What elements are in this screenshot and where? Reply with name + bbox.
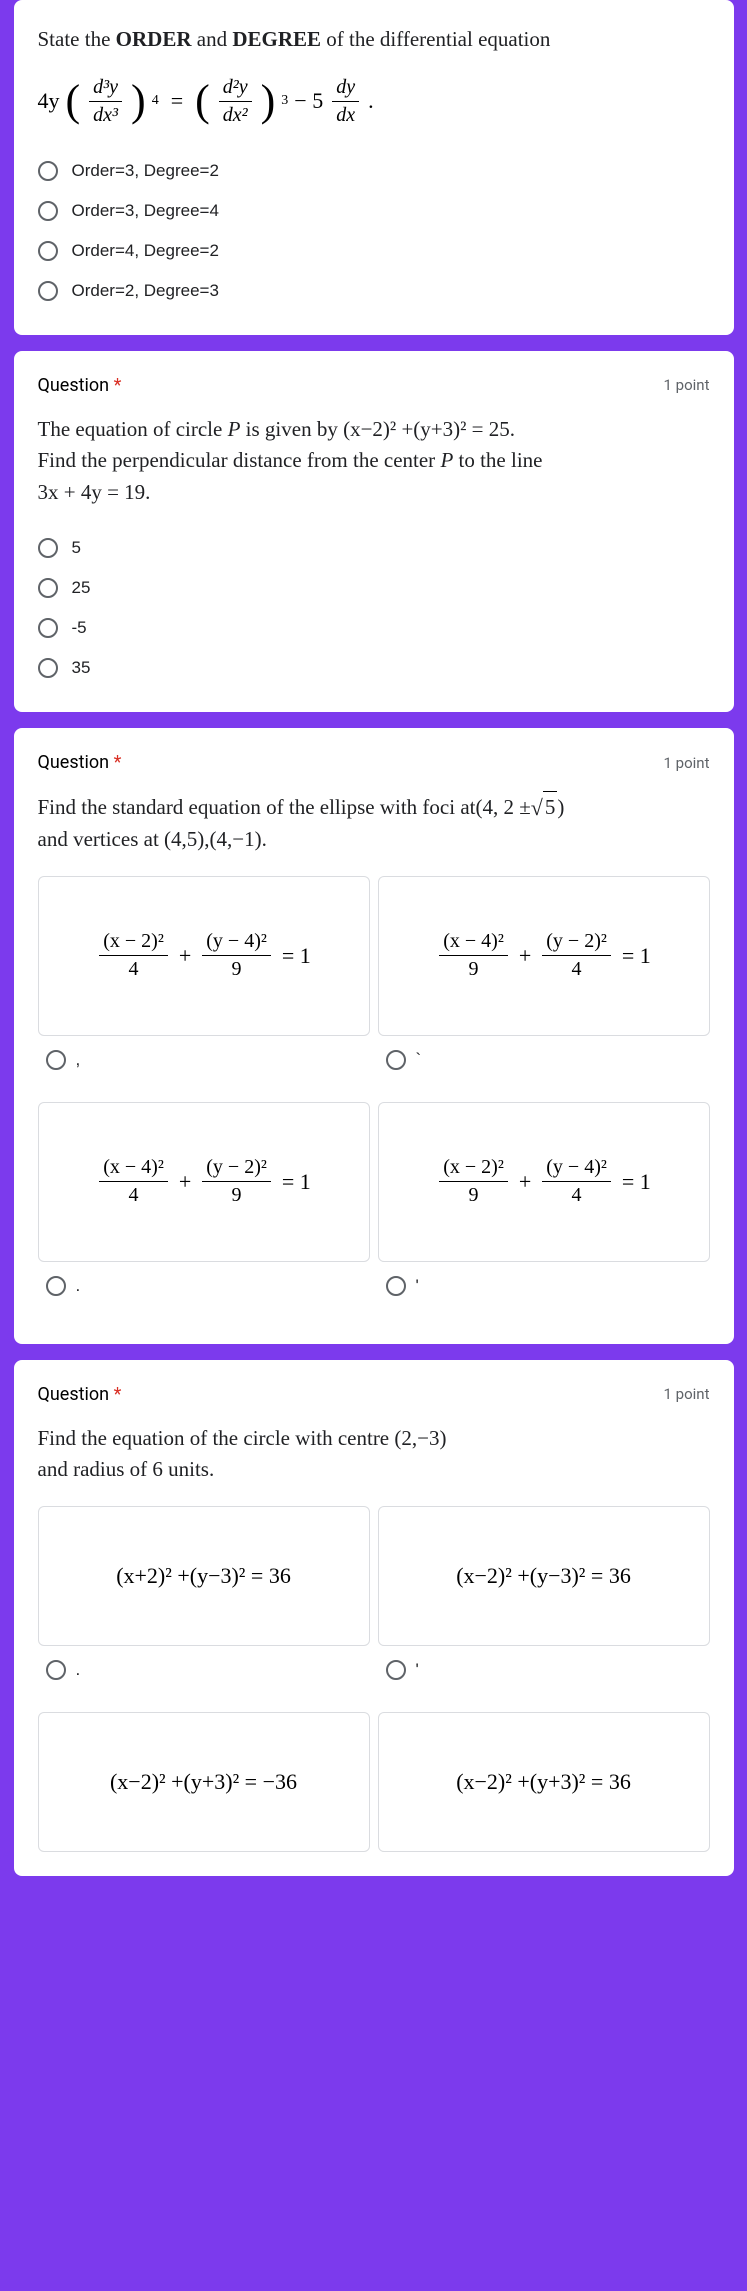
points-label: 1 point — [664, 1385, 710, 1403]
question-card-3: Question * 1 point Find the standard equ… — [14, 728, 734, 1344]
q4-option-image-a: (x+2)² +(y−3)² = 36 — [38, 1506, 370, 1646]
q3-option-a[interactable]: , — [38, 1036, 370, 1094]
q2-option-0[interactable]: 5 — [38, 528, 710, 568]
radio-icon — [38, 578, 58, 598]
q3-option-d[interactable]: ' — [378, 1262, 710, 1320]
radio-icon — [38, 281, 58, 301]
q3-opt-label-b: ` — [416, 1050, 422, 1070]
q2-option-3[interactable]: 35 — [38, 648, 710, 688]
q1-opt-text-0: Order=3, Degree=2 — [72, 161, 219, 181]
q4-header: Question * 1 point — [38, 1384, 710, 1405]
radio-icon — [38, 241, 58, 261]
question-card-4: Question * 1 point Find the equation of … — [14, 1360, 734, 1876]
q1-opt-text-1: Order=3, Degree=4 — [72, 201, 219, 221]
radio-icon — [38, 618, 58, 638]
q3-body: Find the standard equation of the ellips… — [38, 791, 710, 856]
radio-icon — [38, 161, 58, 181]
question-label: Question * — [38, 1384, 122, 1405]
q4-option-image-d: (x−2)² +(y+3)² = 36 — [378, 1712, 710, 1852]
q4-option-a[interactable]: . — [38, 1646, 370, 1704]
q1-minus: − 5 — [294, 88, 323, 114]
q1-option-3[interactable]: Order=2, Degree=3 — [38, 271, 710, 311]
q3-option-image-c: (x − 4)²4 + (y − 2)²9 = 1 — [38, 1102, 370, 1262]
sqrt-icon: 5 — [531, 791, 558, 824]
q1-text: State the ORDER and DEGREE of the differ… — [38, 27, 551, 51]
q4-body: Find the equation of the circle with cen… — [38, 1423, 710, 1486]
radio-icon — [386, 1050, 406, 1070]
radio-icon — [386, 1660, 406, 1680]
q2-opt-text-1: 25 — [72, 578, 91, 598]
q1-period: . — [368, 88, 374, 114]
q3-opt-label-d: ' — [416, 1276, 419, 1296]
q3-option-image-d: (x − 2)²9 + (y − 4)²4 = 1 — [378, 1102, 710, 1262]
rparen2: ) — [261, 79, 276, 123]
radio-icon — [38, 538, 58, 558]
q3-opt-label-c: . — [76, 1276, 81, 1296]
q2-opt-text-0: 5 — [72, 538, 81, 558]
q4-opt-label-b: ' — [416, 1660, 419, 1680]
radio-icon — [46, 1050, 66, 1070]
points-label: 1 point — [664, 376, 710, 394]
points-label: 1 point — [664, 754, 710, 772]
question-label: Question * — [38, 375, 122, 396]
q2-body: The equation of circle P is given by (x−… — [38, 414, 710, 509]
q2-opt-text-3: 35 — [72, 658, 91, 678]
q1-pow1: 4 — [152, 93, 159, 109]
q1-option-2[interactable]: Order=4, Degree=2 — [38, 231, 710, 271]
q1-option-1[interactable]: Order=3, Degree=4 — [38, 191, 710, 231]
q4-option-image-b: (x−2)² +(y−3)² = 36 — [378, 1506, 710, 1646]
q3-option-image-b: (x − 4)²9 + (y − 2)²4 = 1 — [378, 876, 710, 1036]
lparen2: ( — [195, 79, 210, 123]
question-card-2: Question * 1 point The equation of circl… — [14, 351, 734, 713]
radio-icon — [46, 1276, 66, 1296]
radio-icon — [38, 658, 58, 678]
q3-opt-label-a: , — [76, 1050, 81, 1070]
question-label: Question * — [38, 752, 122, 773]
q3-header: Question * 1 point — [38, 752, 710, 773]
q2-header: Question * 1 point — [38, 375, 710, 396]
rparen1: ) — [131, 79, 146, 123]
radio-icon — [46, 1660, 66, 1680]
q1-equation: 4y ( d³ydx³ ) 4 = ( d²ydx² ) 3 − 5 dydx . — [38, 76, 710, 127]
q4-opt-label-a: . — [76, 1660, 81, 1680]
q1-prompt: State the ORDER and DEGREE of the differ… — [38, 24, 710, 56]
lparen1: ( — [66, 79, 81, 123]
q2-opt-text-2: -5 — [72, 618, 87, 638]
q1-coef: 4y — [38, 88, 60, 114]
q1-frac3: dydx — [332, 76, 359, 127]
q2-option-2[interactable]: -5 — [38, 608, 710, 648]
q1-eq: = — [171, 88, 183, 114]
q4-options-grid: (x+2)² +(y−3)² = 36 . (x−2)² +(y−3)² = 3… — [38, 1506, 710, 1852]
q1-opt-text-2: Order=4, Degree=2 — [72, 241, 219, 261]
q2-option-1[interactable]: 25 — [38, 568, 710, 608]
radio-icon — [386, 1276, 406, 1296]
q1-frac1: d³ydx³ — [89, 76, 122, 127]
q4-option-b[interactable]: ' — [378, 1646, 710, 1704]
q4-option-image-c: (x−2)² +(y+3)² = −36 — [38, 1712, 370, 1852]
q1-opt-text-3: Order=2, Degree=3 — [72, 281, 219, 301]
q3-option-b[interactable]: ` — [378, 1036, 710, 1094]
radio-icon — [38, 201, 58, 221]
q3-option-c[interactable]: . — [38, 1262, 370, 1320]
q3-options-grid: (x − 2)²4 + (y − 4)²9 = 1 , (x − 4)²9 + … — [38, 876, 710, 1320]
q1-pow2: 3 — [281, 93, 288, 109]
q3-option-image-a: (x − 2)²4 + (y − 4)²9 = 1 — [38, 876, 370, 1036]
q1-option-0[interactable]: Order=3, Degree=2 — [38, 151, 710, 191]
q1-frac2: d²ydx² — [219, 76, 252, 127]
question-card-1: State the ORDER and DEGREE of the differ… — [14, 0, 734, 335]
